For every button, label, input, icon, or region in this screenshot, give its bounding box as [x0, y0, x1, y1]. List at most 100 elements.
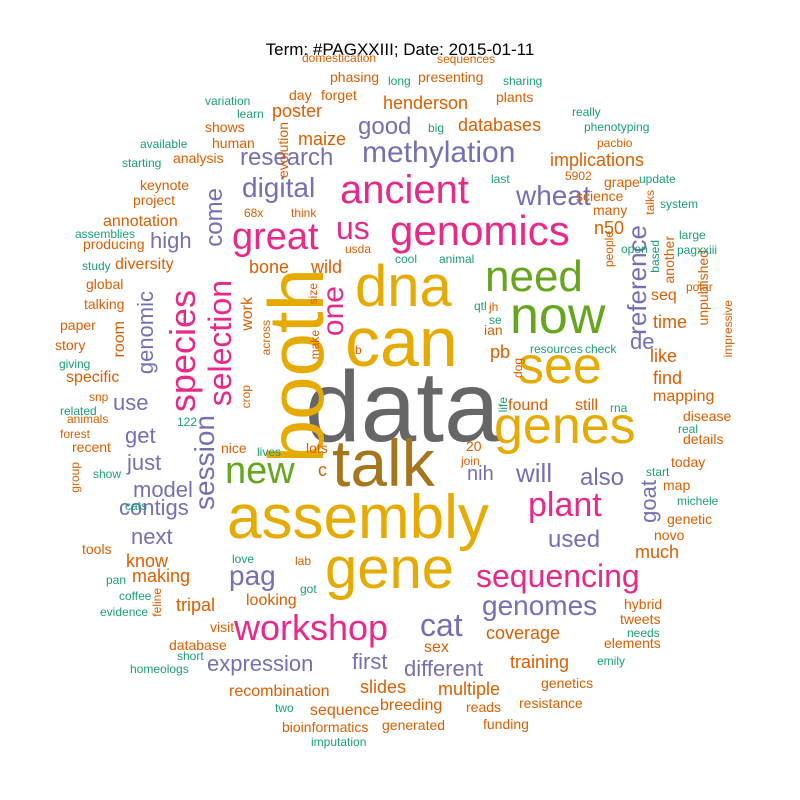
cloud-word-breeding: breeding	[380, 697, 443, 714]
cloud-word-diversity: diversity	[115, 256, 174, 273]
cloud-word-slides: slides	[360, 677, 407, 697]
cloud-word-next: next	[131, 524, 173, 549]
cloud-word-time: time	[653, 312, 688, 332]
cloud-word-pan: pan	[106, 573, 127, 587]
cloud-word-model: model	[133, 477, 193, 502]
cloud-word-like: like	[650, 346, 678, 366]
cloud-word-global: global	[86, 276, 124, 292]
cloud-word-love: love	[232, 552, 255, 566]
cloud-word-goat: goat	[636, 480, 661, 523]
cloud-word-analysis: analysis	[173, 150, 224, 166]
cloud-word-20: 20	[466, 438, 482, 454]
cloud-word-usda: usda	[345, 242, 372, 256]
cloud-word-impressive: impressive	[721, 300, 735, 358]
cloud-word-nih: nih	[467, 463, 494, 485]
cloud-word-coffee: coffee	[119, 589, 152, 603]
cloud-word-can: can	[345, 303, 458, 381]
cloud-word-mapping: mapping	[653, 388, 715, 405]
cloud-word-animal: animal	[439, 252, 475, 266]
cloud-word-seq: seq	[651, 287, 677, 304]
cloud-word-poster: poster	[272, 101, 323, 121]
cloud-word-evidence: evidence	[100, 605, 149, 619]
cloud-word-visit: visit	[210, 619, 235, 635]
cloud-word-genes: genes	[494, 397, 636, 455]
cloud-word-ian: ian	[484, 322, 503, 338]
cloud-word-start: start	[646, 465, 670, 479]
cloud-word-size: size	[306, 283, 320, 305]
cloud-word-contigs: contigs	[119, 495, 189, 520]
cloud-word-maize: maize	[298, 129, 347, 149]
cloud-word-n50: n50	[594, 218, 625, 238]
cloud-word-tweets: tweets	[620, 611, 661, 627]
cloud-word-used: used	[548, 526, 601, 553]
cloud-title: Term: #PAGXXIII; Date: 2015-01-11	[265, 40, 535, 59]
cloud-word-forest: forest	[60, 427, 91, 441]
cloud-word-also: also	[580, 464, 625, 491]
cloud-word-giving: giving	[59, 357, 91, 371]
cloud-word-se: se	[489, 313, 502, 327]
cloud-word-first: first	[352, 649, 388, 674]
cloud-word-122: 122	[177, 415, 198, 429]
cloud-word-update: update	[639, 172, 676, 186]
cloud-word-de: de	[630, 329, 655, 354]
cloud-word-polar: polar	[686, 280, 713, 294]
cloud-word-good: good	[358, 113, 412, 140]
cloud-word-68x: 68x	[244, 206, 264, 220]
cloud-word-generated: generated	[382, 717, 446, 733]
cloud-word-still: still	[575, 397, 599, 414]
cloud-word-long: long	[388, 74, 411, 88]
cloud-word-sharing: sharing	[503, 74, 543, 88]
cloud-word-grape: grape	[604, 174, 640, 190]
cloud-word-paper: paper	[60, 317, 96, 333]
cloud-word-pacbio: pacbio	[597, 136, 633, 150]
cloud-word-just: just	[127, 450, 162, 475]
cloud-word-based: based	[648, 240, 662, 273]
cloud-word-large: large	[679, 228, 706, 242]
cloud-word-real: real	[678, 422, 699, 436]
cloud-word-science: science	[576, 188, 624, 204]
cloud-word-snp: snp	[89, 390, 109, 404]
cloud-word-forget: forget	[321, 87, 357, 103]
cloud-word-available: available	[140, 137, 188, 151]
cloud-word-producing: producing	[83, 236, 145, 252]
cloud-word-come: come	[201, 188, 228, 247]
cloud-word-pb: pb	[490, 342, 511, 362]
cloud-word-bioinformatics: bioinformatics	[282, 719, 369, 735]
cloud-word-methylation: methylation	[362, 136, 516, 169]
cloud-word-feline: feline	[150, 588, 164, 617]
cloud-word-presenting: presenting	[418, 69, 484, 85]
cloud-word-research: research	[240, 144, 334, 171]
cloud-word-life: life	[496, 397, 510, 413]
cloud-word-new: new	[225, 450, 295, 492]
cloud-word-check: check	[585, 342, 617, 356]
cloud-word-use: use	[113, 390, 149, 415]
cloud-word-pagxxiii: pagxxiii	[677, 243, 718, 257]
cloud-word-sequencing: sequencing	[476, 558, 640, 594]
cloud-word-details: details	[683, 431, 724, 447]
cloud-word-coverage: coverage	[486, 623, 561, 643]
cloud-word-many: many	[593, 202, 628, 218]
cloud-word-dna: dna	[355, 254, 452, 319]
cloud-word-domestication: domestication	[302, 51, 377, 65]
cloud-word-qtl: qtl	[474, 299, 487, 313]
cloud-word-b: b	[355, 343, 362, 357]
cloud-word-genomic: genomic	[133, 291, 158, 375]
cloud-word-workshop: workshop	[234, 607, 389, 648]
cloud-word-work: work	[239, 297, 256, 331]
cloud-word-room: room	[111, 321, 128, 358]
cloud-word-bone: bone	[249, 257, 290, 277]
cloud-word-lots: lots	[306, 440, 328, 456]
cloud-word-now: now	[510, 287, 606, 345]
cloud-word-resources: resources	[530, 342, 583, 356]
cloud-word-one: one	[317, 286, 350, 337]
cloud-word-data: data	[305, 351, 500, 463]
cloud-word-high: high	[150, 228, 192, 253]
cloud-word-henderson: henderson	[383, 93, 469, 113]
cloud-word-c: c	[318, 460, 327, 480]
cloud-word-find: find	[653, 368, 683, 388]
cloud-word-tripal: tripal	[176, 595, 216, 615]
cloud-word-making: making	[132, 566, 191, 586]
cloud-word-database: database	[169, 637, 227, 653]
cloud-word-tools: tools	[82, 541, 112, 557]
cloud-word-show: show	[93, 467, 122, 481]
